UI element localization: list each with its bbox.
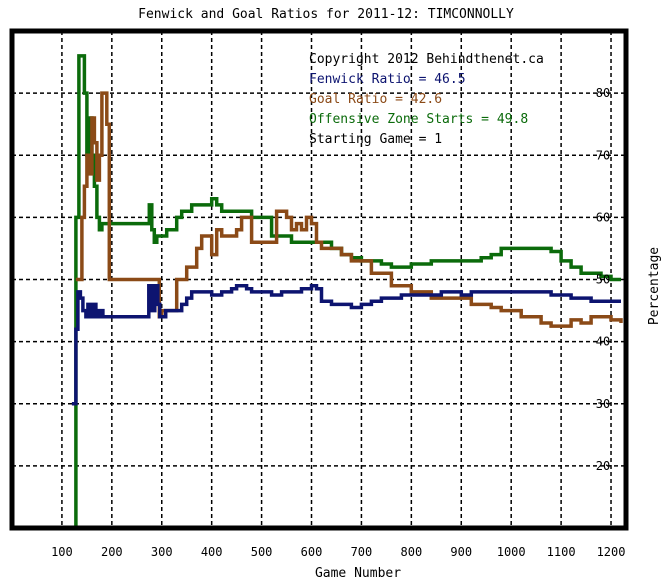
annotation-layer: Copyright 2012 Behindthenet.ca Fenwick R… (309, 52, 544, 147)
x-tick-label: 400 (201, 545, 223, 559)
plot-frame (9, 28, 629, 531)
y-axis-label: Percentage (647, 247, 662, 325)
x-tick-label: 800 (401, 545, 423, 559)
y-tick-label: 80 (596, 86, 610, 100)
y-tick-label: 20 (596, 459, 610, 473)
fenwick-ratio-line (71, 283, 621, 406)
annotation-goal: Goal Ratio = 42.6 (309, 92, 442, 107)
series-layer (71, 54, 623, 530)
goal-ratio-line (75, 91, 623, 328)
y-tick-label: 60 (596, 210, 610, 224)
annotation-ozone: Offensive Zone Starts = 49.8 (309, 112, 528, 127)
x-tick-label: 200 (101, 545, 123, 559)
y-tick-label: 30 (596, 397, 610, 411)
tick-label-layer: 100 200 300 400 500 600 700 800 900 1000 1100 1200 2… (51, 86, 625, 559)
offensive-zone-starts-line (72, 54, 621, 530)
x-tick-label: 300 (151, 545, 173, 559)
grid-layer (12, 31, 626, 528)
y-tick-label: 40 (596, 335, 610, 349)
x-axis-label: Game Number (315, 566, 401, 580)
x-tick-label: 900 (450, 545, 472, 559)
x-tick-label: 100 (51, 545, 73, 559)
chart-title: Fenwick and Goal Ratios for 2011-12: TIM… (138, 7, 514, 22)
y-tick-label: 70 (596, 148, 610, 162)
x-tick-label: 1000 (497, 545, 526, 559)
annotation-fenwick: Fenwick Ratio = 46.5 (309, 72, 466, 87)
x-tick-label: 1200 (597, 545, 626, 559)
x-tick-label: 700 (351, 545, 373, 559)
annotation-starting-game: Starting Game = 1 (309, 132, 442, 147)
y-tick-label: 50 (596, 273, 610, 287)
annotation-copyright: Copyright 2012 Behindthenet.ca (309, 52, 544, 67)
x-tick-label: 600 (301, 545, 323, 559)
x-tick-label: 500 (251, 545, 273, 559)
x-tick-label: 1100 (547, 545, 576, 559)
